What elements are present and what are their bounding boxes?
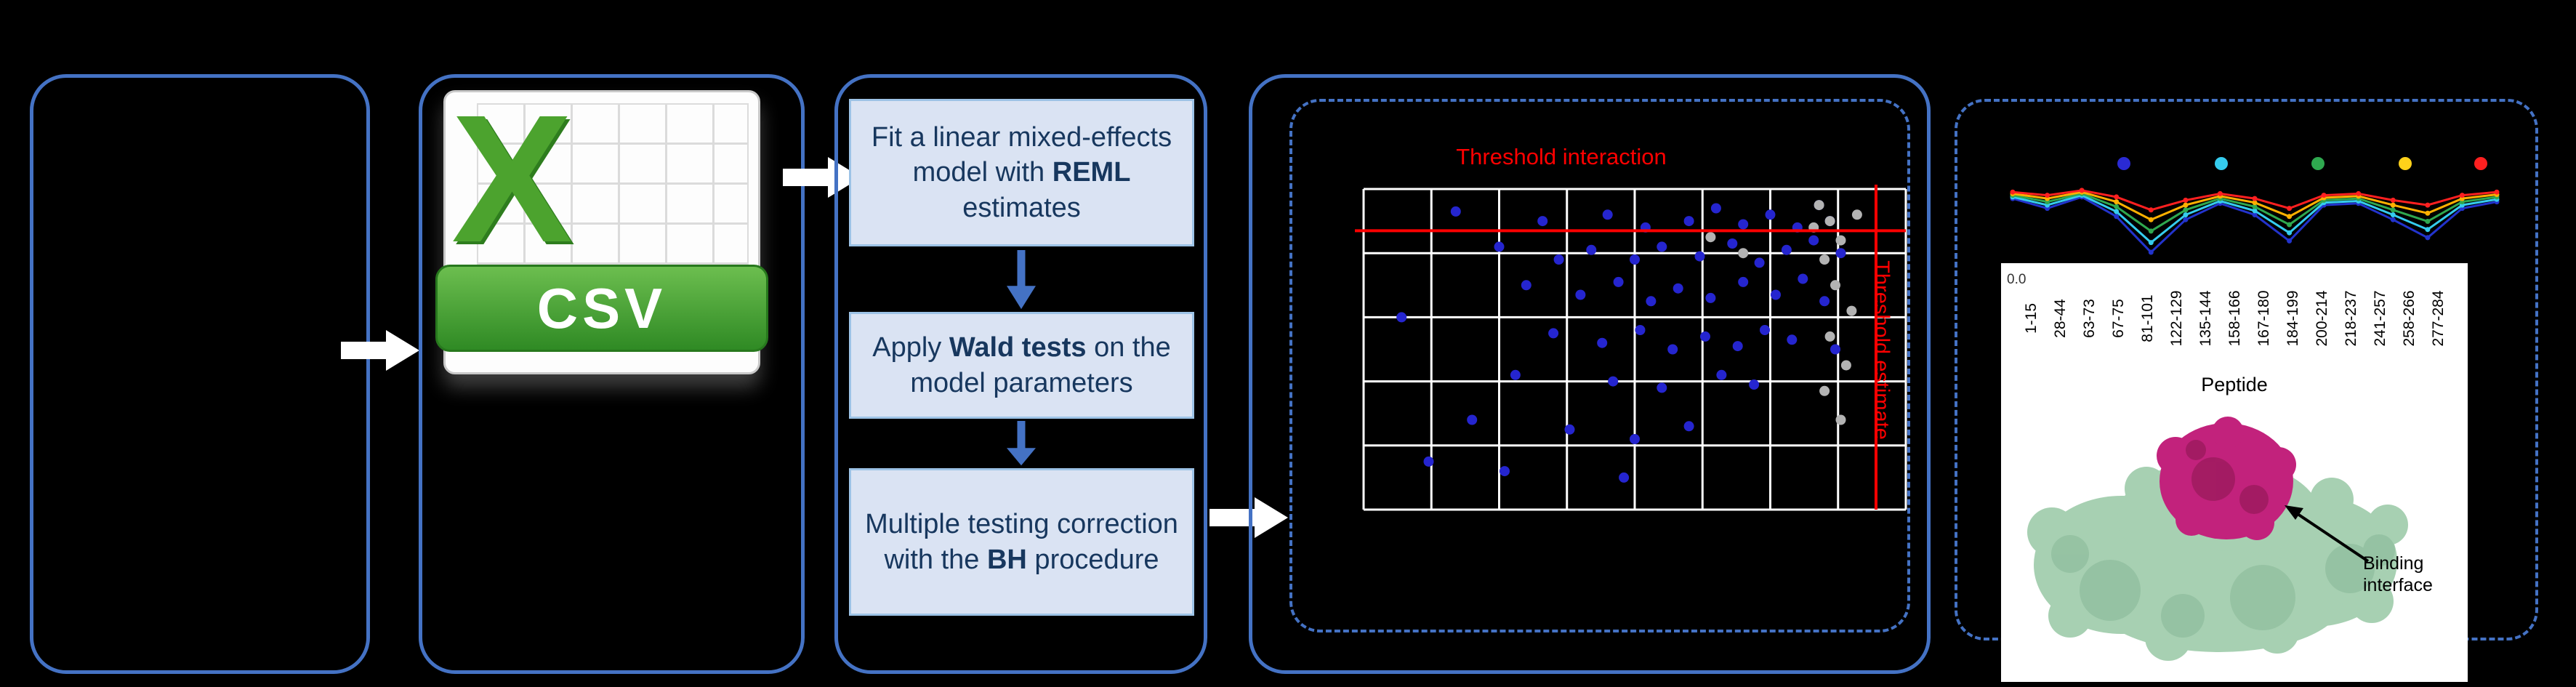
peptide-axis-label: Peptide: [2201, 374, 2268, 395]
peptide-tick-label: 277-284: [2430, 290, 2447, 347]
peptide-tick-label: 184-199: [2285, 290, 2301, 347]
step-wald: Apply Wald tests on the model parameters: [849, 312, 1194, 419]
legend-dots: [2117, 157, 2487, 170]
peptide-tick-label: 63-73: [2081, 299, 2098, 338]
legend-dot-icon: [2215, 157, 2228, 170]
peptide-tick-label: 258-266: [2401, 290, 2418, 347]
flow-arrow-2-icon: [783, 157, 861, 198]
binding-interface-label: Binding interface: [2363, 553, 2433, 595]
panel-3-pipeline: Fit a linear mixed-effects model with RE…: [834, 74, 1207, 674]
peptide-tick-label: 28-44: [2052, 299, 2069, 338]
csv-label: CSV: [536, 276, 667, 340]
step-bh-text2: procedure: [1026, 544, 1159, 575]
threshold-estimate-label: Threshold estimate: [1869, 260, 1893, 440]
legend-dot-icon: [2474, 157, 2487, 170]
protein-shading: [2051, 534, 2395, 638]
annotation-arrow-icon: [2285, 505, 2370, 563]
scatter-grid: [1362, 188, 1907, 511]
step-wald-bold: Wald tests: [949, 332, 1087, 363]
legend-dot-icon: [2399, 157, 2412, 170]
binding-site-shading: [2186, 440, 2269, 514]
step-bh-bold: BH: [986, 544, 1027, 575]
peptide-tick-label: 167-180: [2255, 290, 2272, 347]
step-reml-text: Fit a linear mixed-effects model with: [871, 121, 1172, 188]
threshold-lines: [1355, 185, 1906, 510]
peptide-tick-label: 122-129: [2168, 290, 2185, 347]
csv-logo-letter: X: [451, 77, 573, 280]
peptide-tick-label: 1-15: [2023, 302, 2040, 334]
peptide-tick-row: 1-15 28-44 63-73 67-75 81-101 122-129 135-144 1…: [2001, 263, 2468, 372]
step-bh: Multiple testing correction with the BH …: [849, 468, 1194, 616]
csv-banner: CSV: [435, 265, 768, 352]
step-reml: Fit a linear mixed-effects model with RE…: [849, 99, 1194, 246]
legend-dot-icon: [2311, 157, 2325, 170]
panel-2-csv: X CSV: [419, 74, 805, 674]
protein-structure: [2027, 417, 2408, 661]
step-wald-text: Apply: [872, 332, 949, 363]
peptide-tick-label: 241-257: [2372, 290, 2388, 347]
legend-dot-icon: [2117, 157, 2130, 170]
y-axis-tick: 0.0: [2007, 272, 2026, 287]
csv-file-icon: X CSV: [435, 77, 768, 374]
spreadsheet-grid: [477, 103, 749, 280]
scatter-dashed-frame: Threshold interaction Threshold estimate: [1289, 99, 1910, 632]
step-wald-text2: on the model parameters: [910, 332, 1171, 398]
scatter-plot: [1355, 185, 1907, 511]
peptide-tick-label: 158-166: [2226, 290, 2243, 347]
step-bh-text: Multiple testing correction with the: [865, 508, 1178, 575]
step-reml-bold: REML: [1052, 157, 1131, 188]
panel-1: [30, 74, 370, 674]
peptide-uptake-chart: [2010, 157, 2500, 255]
panel-4-scatter: Threshold interaction Threshold estimate: [1249, 74, 1931, 674]
peptide-plot-card: 0.0 1-15 28-44 63-73 67-75 81-101 122-129 135-…: [2001, 263, 2468, 682]
peptide-tick-label: 218-237: [2343, 290, 2359, 347]
panel-5-peptide-results: 0.0 1-15 28-44 63-73 67-75 81-101 122-129 135-…: [1955, 99, 2538, 682]
step-reml-text2: estimates: [962, 192, 1081, 223]
scatter-points-blue: [1396, 200, 1846, 483]
peptide-tick-label: 81-101: [2139, 294, 2156, 342]
peptide-tick-label: 135-144: [2197, 290, 2214, 347]
down-arrow-2-icon: [1007, 421, 1036, 466]
uptake-markers-red: [2010, 188, 2500, 213]
peptide-tick-label: 67-75: [2110, 299, 2127, 338]
down-arrow-1-icon: [1007, 250, 1036, 310]
scatter-points-gray: [1705, 200, 1862, 425]
flow-arrow-1-icon: [341, 330, 419, 371]
peptide-tick-label: 200-214: [2314, 290, 2330, 347]
threshold-interaction-label: Threshold interaction: [1456, 144, 1667, 169]
